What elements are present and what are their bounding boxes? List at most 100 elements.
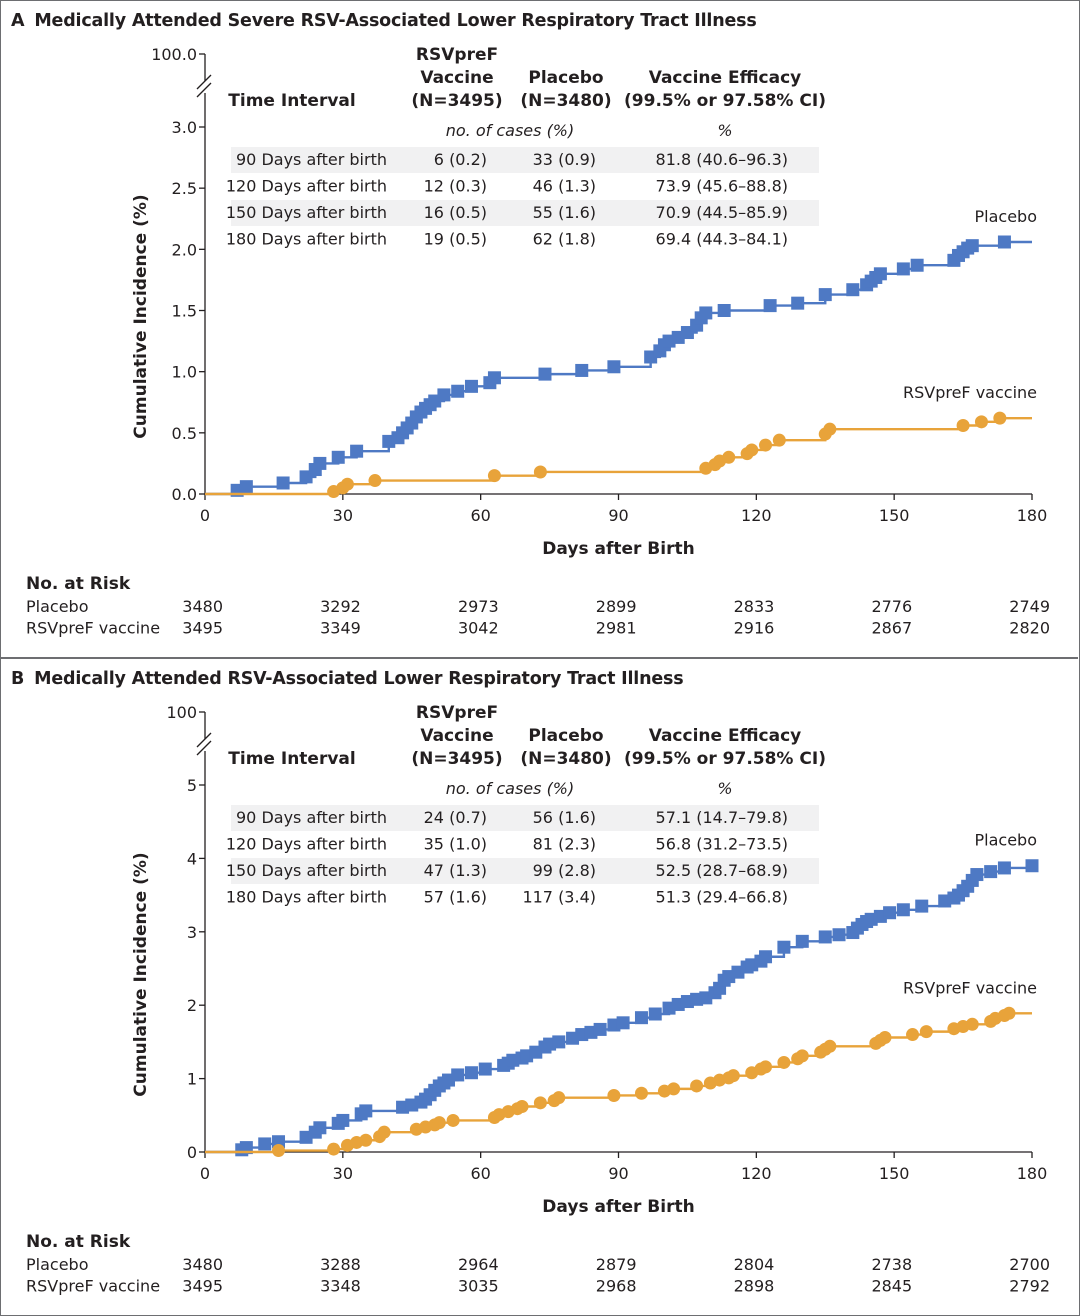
panel-b-placebo-marker: [883, 906, 897, 920]
panel-a-x-axis-title: Days after Birth: [542, 539, 694, 559]
panel-a-risk-value: 3480: [182, 597, 223, 616]
panel-a-risk-row-label: RSVpreF vaccine: [26, 619, 160, 638]
panel-a-y-tick-label: 2.5: [172, 179, 197, 198]
panel-b-table-cell-placebo: 99 (2.8): [533, 861, 596, 880]
panel-b-vaccine-marker: [359, 1133, 373, 1147]
panel-b-vaccine-marker: [667, 1082, 681, 1096]
panel-a-risk-value: 2833: [734, 597, 775, 616]
panel-a-placebo-marker: [276, 476, 290, 490]
panel-a-placebo-marker: [763, 299, 777, 313]
panel-a-table-subheader-percent: %: [717, 121, 732, 140]
panel-b-risk-value: 2804: [734, 1255, 775, 1274]
panel-b-vaccine-marker: [795, 1049, 809, 1063]
panel-a-table-cell-efficacy: 81.8 (40.6–96.3): [656, 150, 788, 169]
panel-a-vaccine-marker: [823, 422, 837, 436]
panel-b-letter: B: [11, 669, 25, 689]
panel-a-vaccine-marker: [533, 465, 547, 479]
panel-b-x-tick-label: 30: [333, 1164, 353, 1183]
panel-a-x-tick-label: 90: [608, 506, 628, 525]
panel-b-table-row-band: [231, 805, 819, 831]
panel-b-inset-table: Time Interval RSVpreF Vaccine (N=3495) Place…: [226, 703, 826, 907]
panel-a-chart: Time Interval RSVpreF Vaccine (N=3495) Place…: [26, 45, 1050, 638]
panel-b-risk-row-label: RSVpreF vaccine: [26, 1277, 160, 1296]
panel-a-inset-table: Time Interval RSVpreF Vaccine (N=3495) Place…: [226, 45, 826, 249]
panel-a-placebo-marker: [873, 267, 887, 281]
panel-b-placebo-marker: [464, 1066, 478, 1080]
panel-a-table-cell-vaccine: 19 (0.5): [424, 230, 487, 249]
panel-a-table-cell-efficacy: 70.9 (44.5–85.9): [656, 203, 788, 222]
panel-a-table-cell-interval: 90 Days after birth: [236, 150, 387, 169]
panel-b-table-header: (99.5% or 97.58% CI): [624, 749, 826, 769]
panel-b-title-text: Medically Attended RSV-Associated Lower …: [34, 669, 684, 689]
panel-b-risk-value: 3480: [182, 1255, 223, 1274]
panel-a-table-header: (N=3495): [411, 91, 502, 111]
panel-a-axis-break-mark: [196, 74, 212, 90]
panel-b-table-cell-vaccine: 57 (1.6): [424, 888, 487, 907]
panel-a-risk-table-title: No. at Risk: [26, 574, 131, 594]
panel-a-table-cell-interval: 120 Days after birth: [226, 177, 387, 196]
panel-b-placebo-marker: [1025, 859, 1039, 873]
panel-a-placebo-marker: [818, 288, 832, 302]
panel-b-x-tick-label: 180: [1017, 1164, 1048, 1183]
panel-b-table-cell-efficacy: 57.1 (14.7–79.8): [656, 808, 788, 827]
panel-b-placebo-marker: [984, 865, 998, 879]
panel-a-placebo-marker: [331, 450, 345, 464]
panel-a-y-axis-title: Cumulative Incidence (%): [131, 194, 151, 438]
panel-b-table-subheader-cases: no. of cases (%): [446, 779, 575, 798]
panel-b-y-axis-title: Cumulative Incidence (%): [131, 852, 151, 1096]
panel-b-table-cell-efficacy: 51.3 (29.4–66.8): [656, 888, 788, 907]
panel-b-table-header: Time Interval: [228, 749, 355, 769]
panel-a-table-cell-efficacy: 73.9 (45.6–88.8): [656, 177, 788, 196]
panel-a-risk-value: 2867: [871, 619, 912, 638]
panel-b-table-cell-vaccine: 24 (0.7): [424, 808, 487, 827]
panel-b-placebo-marker: [818, 930, 832, 944]
panel-b-vaccine-marker: [446, 1113, 460, 1127]
panel-b-title: B Medically Attended RSV-Associated Lower…: [11, 669, 684, 689]
panel-b-vaccine-marker: [634, 1086, 648, 1100]
panel-b-vaccine-marker: [1002, 1006, 1016, 1020]
panel-a-table-row-band: [231, 147, 819, 173]
panel-a-risk-value: 2749: [1009, 597, 1050, 616]
panel-a-vaccine-label: RSVpreF vaccine: [903, 383, 1037, 402]
panel-b-table-header: (N=3495): [411, 749, 502, 769]
panel-a-vaccine-marker: [368, 474, 382, 488]
panel-a-table-subheader-cases: no. of cases (%): [446, 121, 575, 140]
panel-b-risk-value: 3495: [182, 1277, 223, 1296]
panel-a-placebo-marker: [437, 388, 451, 402]
panel-b-table-cell-interval: 120 Days after birth: [226, 835, 387, 854]
panel-b-vaccine-marker: [965, 1017, 979, 1031]
panel-b-placebo-marker: [832, 928, 846, 942]
panel-a-table-header: Placebo: [528, 68, 603, 88]
panel-b-placebo-label: Placebo: [975, 831, 1037, 850]
panel-a-vaccine-marker: [772, 433, 786, 447]
panel-b-table-cell-vaccine: 47 (1.3): [424, 861, 487, 880]
panel-b-vaccine-label: RSVpreF vaccine: [903, 978, 1037, 997]
panel-a-risk-value: 2916: [734, 619, 775, 638]
panel-a-table-header: RSVpreF: [416, 45, 498, 65]
panel-b-y-tick-label: 0: [187, 1143, 197, 1162]
panel-b-placebo-marker: [896, 903, 910, 917]
panel-b-risk-value: 3288: [320, 1255, 361, 1274]
panel-b-y-tick-label: 4: [187, 849, 197, 868]
panel-b-placebo-marker: [593, 1022, 607, 1036]
panel-b-risk-value: 2738: [871, 1255, 912, 1274]
panel-a-placebo-marker: [538, 367, 552, 381]
panel-a-placebo-marker: [313, 456, 327, 470]
panel-a-risk-value: 3292: [320, 597, 361, 616]
panel-a-placebo-marker: [910, 258, 924, 272]
panel-a-x-tick-label: 180: [1017, 506, 1048, 525]
panel-b-placebo-marker: [552, 1035, 566, 1049]
panel-a-risk-value: 3042: [458, 619, 499, 638]
panel-a-vaccine-marker: [956, 418, 970, 432]
panel-b-vaccine-marker: [272, 1144, 286, 1158]
panel-a-x-tick-label: 30: [333, 506, 353, 525]
panel-b-risk-value: 2964: [458, 1255, 499, 1274]
panel-b-chart: Time Interval RSVpreF Vaccine (N=3495) Place…: [26, 703, 1050, 1296]
panel-b-placebo-marker: [313, 1121, 327, 1135]
panel-b: B Medically Attended RSV-Associated Lower…: [1, 659, 1078, 1315]
panel-b-vaccine-marker: [690, 1079, 704, 1093]
panel-a-placebo-marker: [791, 296, 805, 310]
panel-a-table-cell-vaccine: 12 (0.3): [424, 177, 487, 196]
panel-b-placebo-marker: [634, 1011, 648, 1025]
panel-b-x-tick-label: 0: [200, 1164, 210, 1183]
